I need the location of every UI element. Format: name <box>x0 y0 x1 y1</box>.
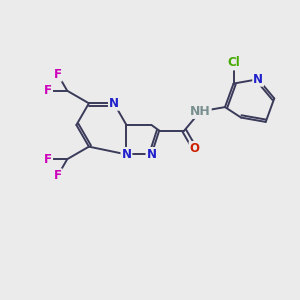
Text: N: N <box>109 97 119 110</box>
Text: Cl: Cl <box>227 56 240 70</box>
Text: F: F <box>44 84 52 97</box>
Text: F: F <box>44 153 52 166</box>
Text: NH: NH <box>190 105 211 118</box>
Text: N: N <box>253 73 263 86</box>
Text: O: O <box>190 142 200 155</box>
Text: F: F <box>54 169 62 182</box>
Text: F: F <box>54 68 62 81</box>
Text: N: N <box>122 148 131 161</box>
Text: N: N <box>146 148 157 161</box>
